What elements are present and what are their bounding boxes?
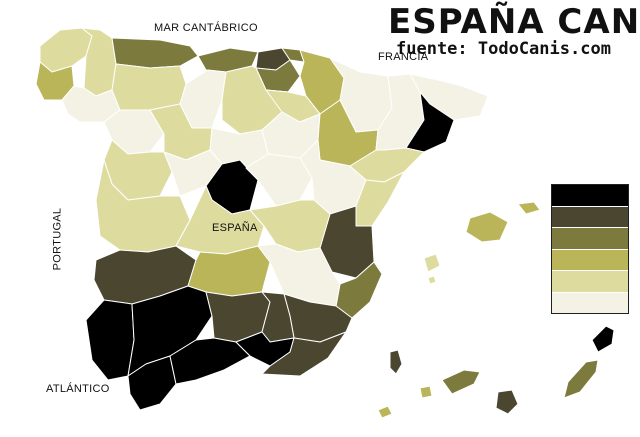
island-lanzarote [591,325,615,353]
label-atlantic: ATLÁNTICO [46,383,110,395]
province-a-coruna [39,27,93,73]
label-cantabrian-sea: MAR CANTÁBRICO [154,22,258,34]
province-asturias [111,37,199,69]
legend-swatch-2 [552,206,628,228]
legend-swatch-5 [552,271,628,293]
legend-swatch-4 [552,249,628,271]
map-title: ESPAÑA CANI [388,2,640,42]
legend-swatch-6 [552,292,628,313]
island-ibiza [423,253,441,273]
province-huelva [85,299,135,381]
island-el-hierro [377,405,393,419]
legend-swatch-3 [552,228,628,250]
label-portugal: PORTUGAL [51,207,64,271]
color-legend [551,184,629,314]
legend-swatch-1 [552,185,628,207]
island-menorca [517,201,541,215]
island-fuerteventura [563,359,599,399]
island-tenerife [441,369,481,395]
island-la-palma [389,349,403,375]
province-leon [111,63,187,111]
province-almeria [261,331,347,377]
province-cuenca [249,199,331,253]
province-ciudad-real [187,245,271,297]
island-la-gomera [419,385,433,399]
island-gran-canaria [495,389,519,415]
label-spain: ESPAÑA [212,222,258,234]
island-regions [377,201,615,419]
province-cadiz [127,355,177,411]
province-regions [35,27,489,411]
province-barcelona [405,91,455,153]
island-mallorca [465,211,509,243]
source-text: fuente: TodoCanis.com [396,39,611,59]
label-france: FRANCIA [378,51,429,63]
province-albacete [257,243,341,307]
island-formentera [427,275,437,285]
province-guadalajara [245,153,313,207]
